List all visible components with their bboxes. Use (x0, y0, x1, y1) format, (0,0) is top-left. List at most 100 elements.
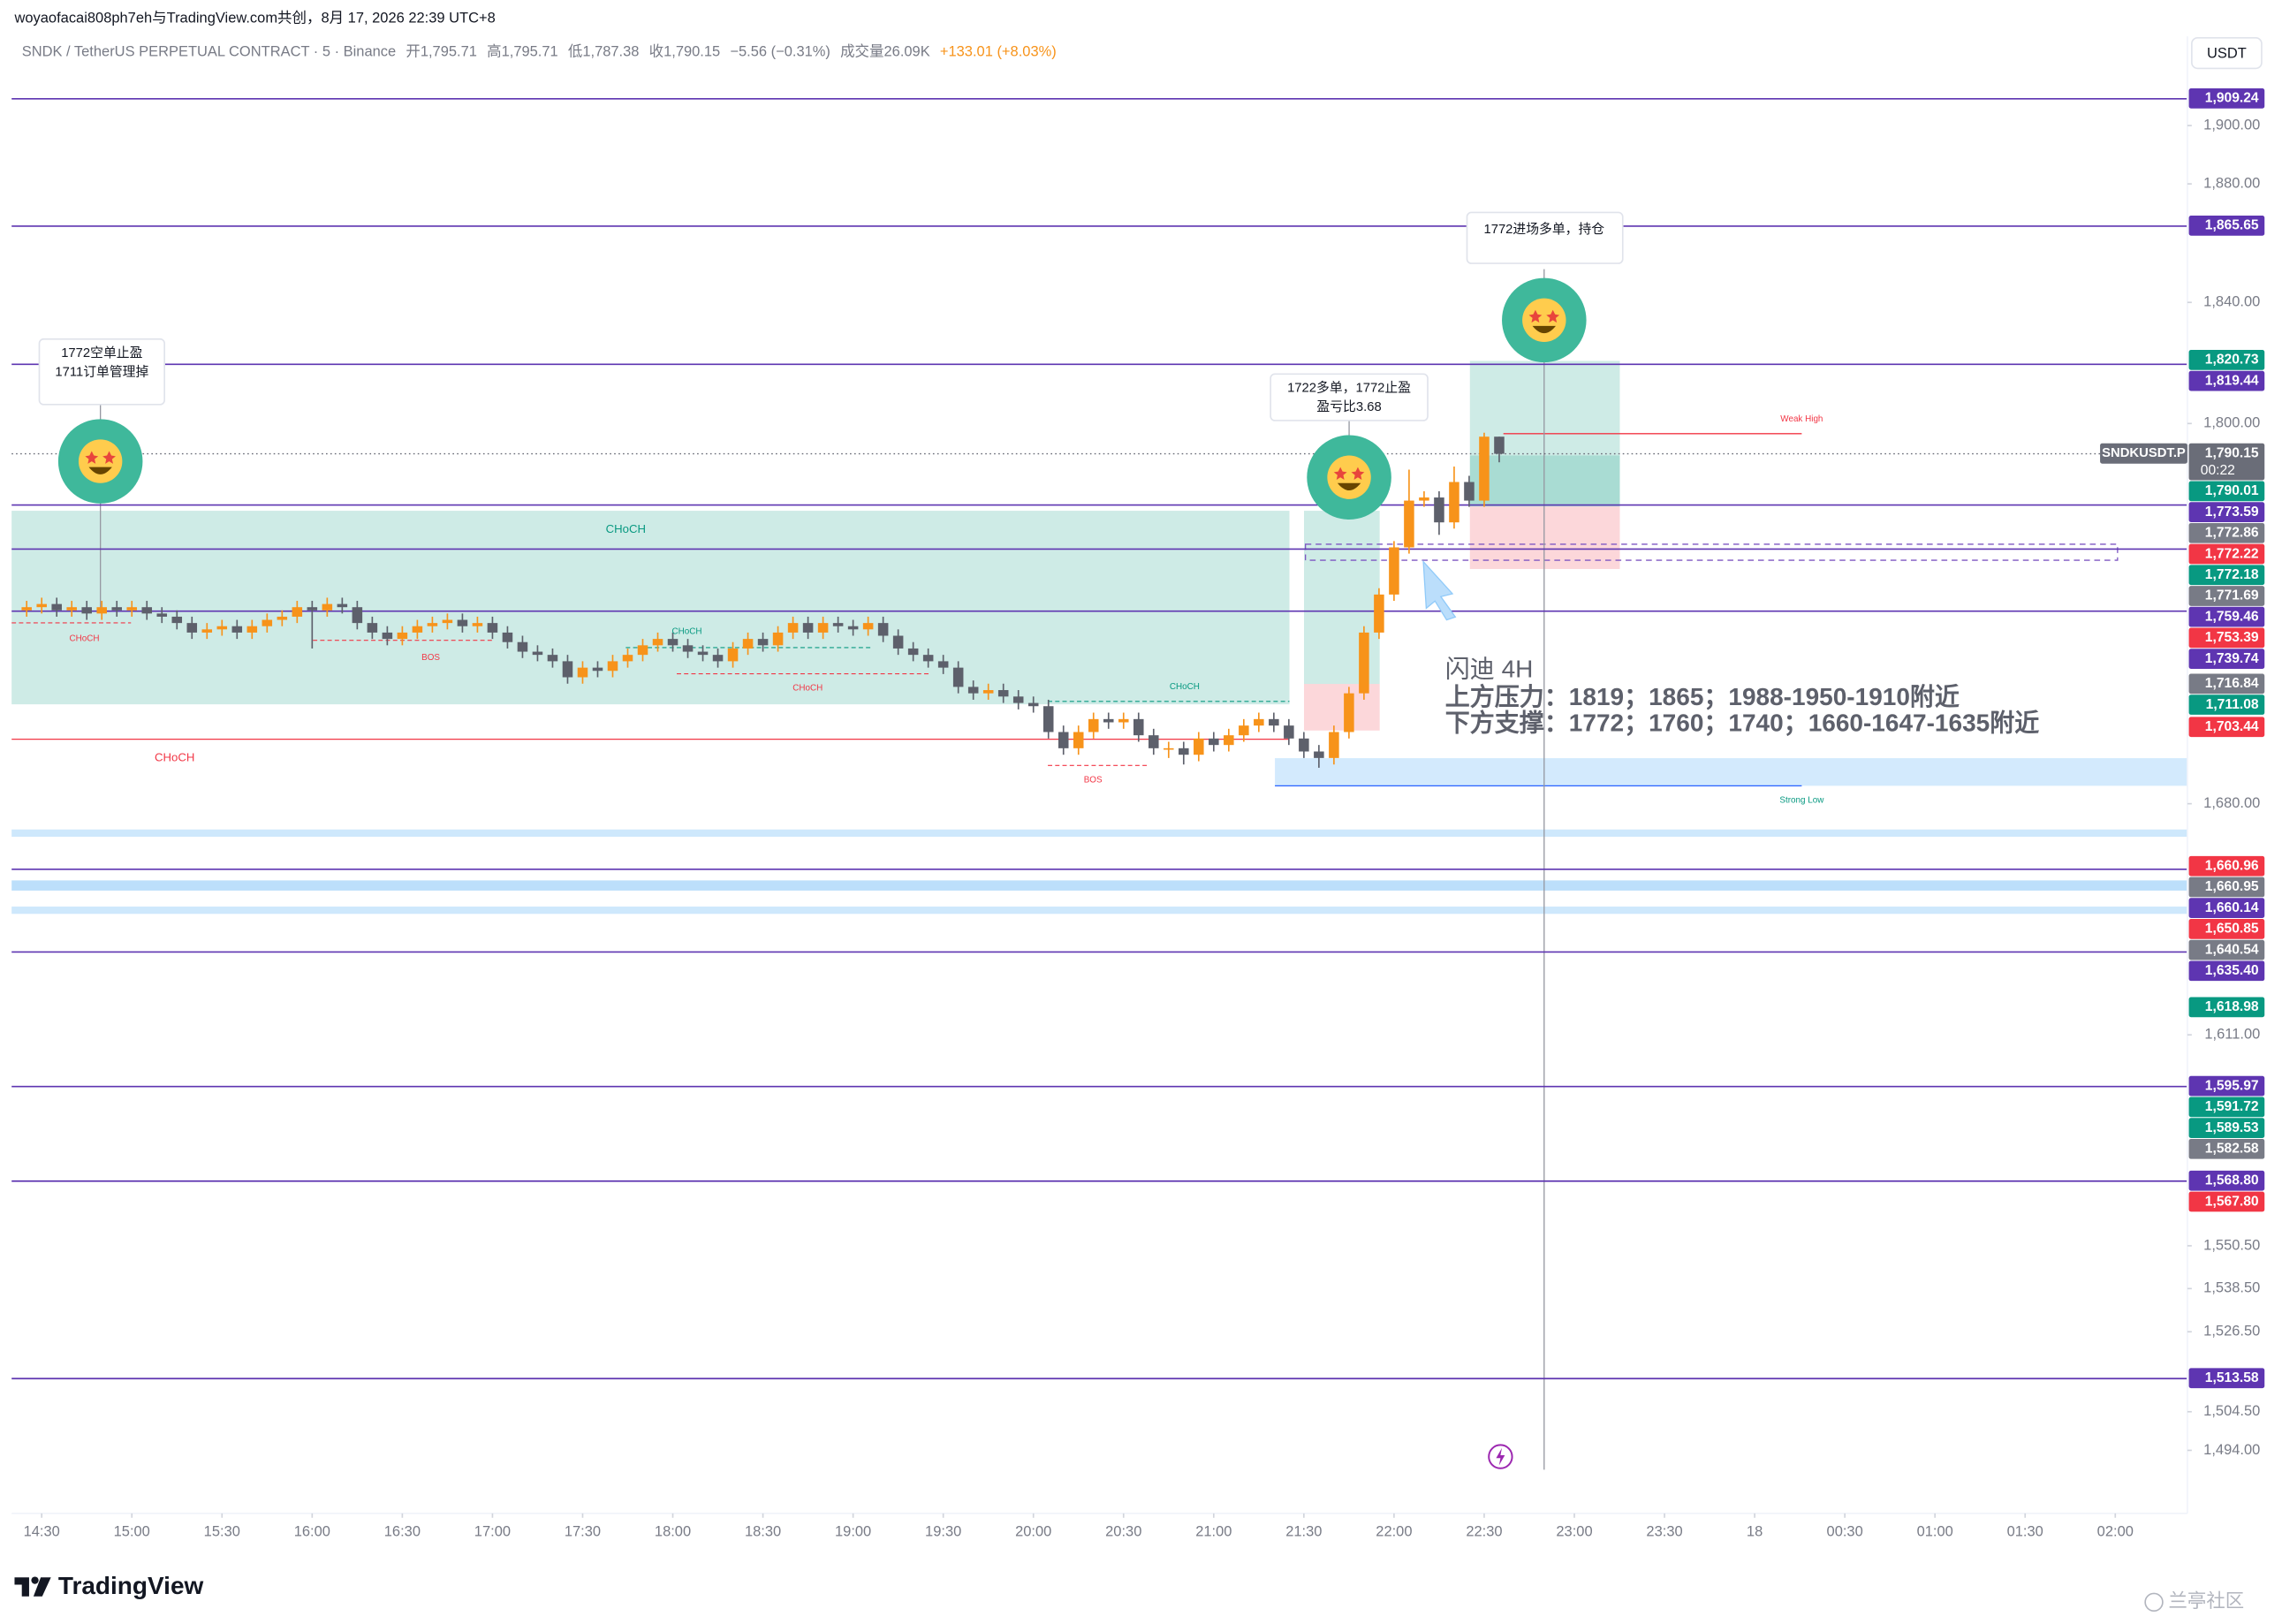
price-label: 1,635.40 (2205, 963, 2259, 978)
candle-body (442, 619, 453, 624)
x-tick-label: 21:30 (1285, 1524, 1322, 1540)
watermark: 兰亭社区 (2169, 1590, 2245, 1612)
candle-body (1012, 696, 1024, 703)
emoji-marker (1502, 277, 1587, 363)
price-labels: 1,909.24 1,865.65 1,820.73 1,819.44 1,790.15… (2100, 87, 2265, 1389)
note-title: 闪迪 4H (1445, 656, 1534, 683)
choch-label: CHoCH (606, 522, 646, 535)
price-label: 1,790.15 (2205, 445, 2259, 460)
callout-box (1466, 211, 1624, 264)
candle-body (1284, 725, 1294, 739)
candle-body (877, 623, 889, 636)
price-label: 1,772.18 (2205, 567, 2259, 582)
price-label-bg (2188, 522, 2265, 543)
strong-low-label: Strong Low (1779, 795, 1824, 805)
x-tick-label: 01:30 (2007, 1524, 2043, 1540)
x-tick-label: 18:30 (745, 1524, 781, 1540)
candle-body (1088, 718, 1099, 732)
candle-body (1239, 725, 1249, 736)
price-label: 1,771.69 (2205, 588, 2259, 603)
candle-body (277, 616, 288, 620)
x-tick-label: 23:30 (1646, 1524, 1682, 1540)
price-label: 1,660.14 (2205, 900, 2259, 915)
bos-label: BOS (1084, 775, 1103, 785)
candle-body (216, 626, 228, 630)
price-label: 1,759.46 (2205, 609, 2259, 624)
candle-body (817, 623, 829, 633)
candle-body (637, 645, 648, 656)
price-label: 1,660.96 (2205, 859, 2259, 874)
price-label-bg (2188, 855, 2265, 877)
candle-body (262, 619, 273, 626)
choch-label: CHoCH (792, 684, 823, 694)
symbol: SNDK / TetherUS PERPETUAL CONTRACT · 5 ·… (22, 44, 396, 60)
candle-body (922, 655, 934, 662)
price-label: 1,739.74 (2205, 651, 2259, 666)
candle-body (1494, 436, 1505, 454)
candle-body (682, 645, 694, 652)
candle-body (141, 607, 153, 614)
price-label: 1,582.58 (2205, 1142, 2259, 1157)
price-label: 1,790.01 (2205, 483, 2259, 498)
candle-body (952, 667, 964, 687)
currency-button[interactable] (2191, 36, 2263, 70)
candle-body (307, 607, 318, 611)
candle-body (1058, 732, 1069, 748)
alert-icon-bolt (1496, 1447, 1505, 1466)
candle-body (397, 632, 408, 640)
price-label-bg (2188, 1368, 2265, 1389)
x-tick-label: 14:30 (24, 1524, 60, 1540)
price-label-bg (2188, 877, 2265, 898)
candle-body (412, 626, 423, 633)
price-label: 1,773.59 (2205, 505, 2259, 520)
price-label: 1,567.80 (2205, 1194, 2259, 1209)
strong-low-zone (1275, 758, 2187, 786)
candle-body (1299, 738, 1309, 752)
candle-body (322, 603, 333, 611)
brand-logo (14, 1576, 51, 1597)
candle-body (1359, 632, 1369, 694)
candle-body (1073, 732, 1084, 748)
price-label: 1,618.98 (2205, 999, 2259, 1014)
y-tick-label: 1,611.00 (2204, 1027, 2260, 1043)
support-band (11, 907, 2187, 914)
price-label-bg (2188, 1075, 2265, 1097)
price-label-bg (2188, 1170, 2265, 1191)
candle-body (337, 603, 348, 608)
y-tick-label: 1,680.00 (2203, 795, 2260, 811)
currency: USDT (2207, 45, 2247, 61)
callout-text: 1772进场多单，持仓 (1483, 222, 1604, 237)
x-tick-label: 16:30 (384, 1524, 421, 1540)
candle-body (667, 639, 679, 646)
y-tick-label: 1,526.50 (2203, 1324, 2260, 1339)
candle-body (111, 607, 122, 611)
candle-body (697, 651, 709, 656)
candle-body (892, 635, 904, 649)
y-tick-label: 1,800.00 (2203, 415, 2260, 431)
price-label-bg (2188, 1097, 2265, 1118)
candle-body (982, 690, 994, 694)
candle-body (292, 607, 303, 617)
price-label-bg (2188, 1118, 2265, 1138)
price-label: 1,909.24 (2205, 91, 2259, 106)
x-tick-label: 19:30 (925, 1524, 961, 1540)
candle-body (907, 648, 919, 656)
candle-body (427, 623, 438, 626)
callout-text: 1772空单止盈 (61, 345, 142, 360)
bos-label: BOS (421, 653, 440, 663)
candle-body (1419, 497, 1429, 501)
price-label-bg (2188, 543, 2265, 565)
ohlc-open: 开1,795.71 (406, 44, 477, 60)
change: −5.56 (−0.31%) (730, 44, 830, 60)
candle-body (81, 607, 92, 614)
x-tick-label: 01:00 (1917, 1524, 1953, 1540)
choch-label: CHoCH (1170, 682, 1200, 692)
candle-body (787, 623, 799, 633)
candle-body (1164, 747, 1174, 750)
ohlc-high: 高1,795.71 (487, 44, 558, 60)
x-tick-label: 17:00 (474, 1524, 511, 1540)
candle-body (997, 690, 1009, 697)
candle-body (1133, 718, 1144, 736)
